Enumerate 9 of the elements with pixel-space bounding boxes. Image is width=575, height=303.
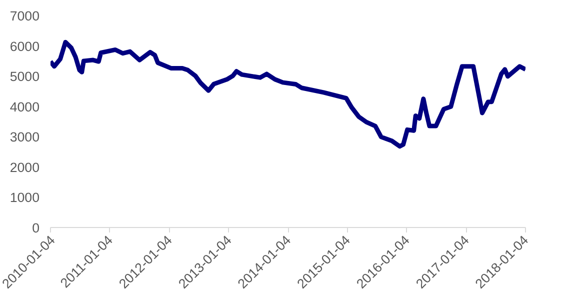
y-tick-label: 7000 [10, 8, 40, 24]
y-tick-label: 3000 [10, 130, 40, 145]
y-tick-label: 0 [32, 220, 40, 236]
line-series [50, 40, 526, 149]
y-tick-label: 2000 [10, 160, 40, 175]
y-tick-label: 6000 [10, 38, 40, 54]
y-tick-label: 5000 [10, 69, 40, 84]
y-tick-label: 1000 [10, 190, 40, 206]
y-tick-label: 4000 [10, 99, 40, 114]
